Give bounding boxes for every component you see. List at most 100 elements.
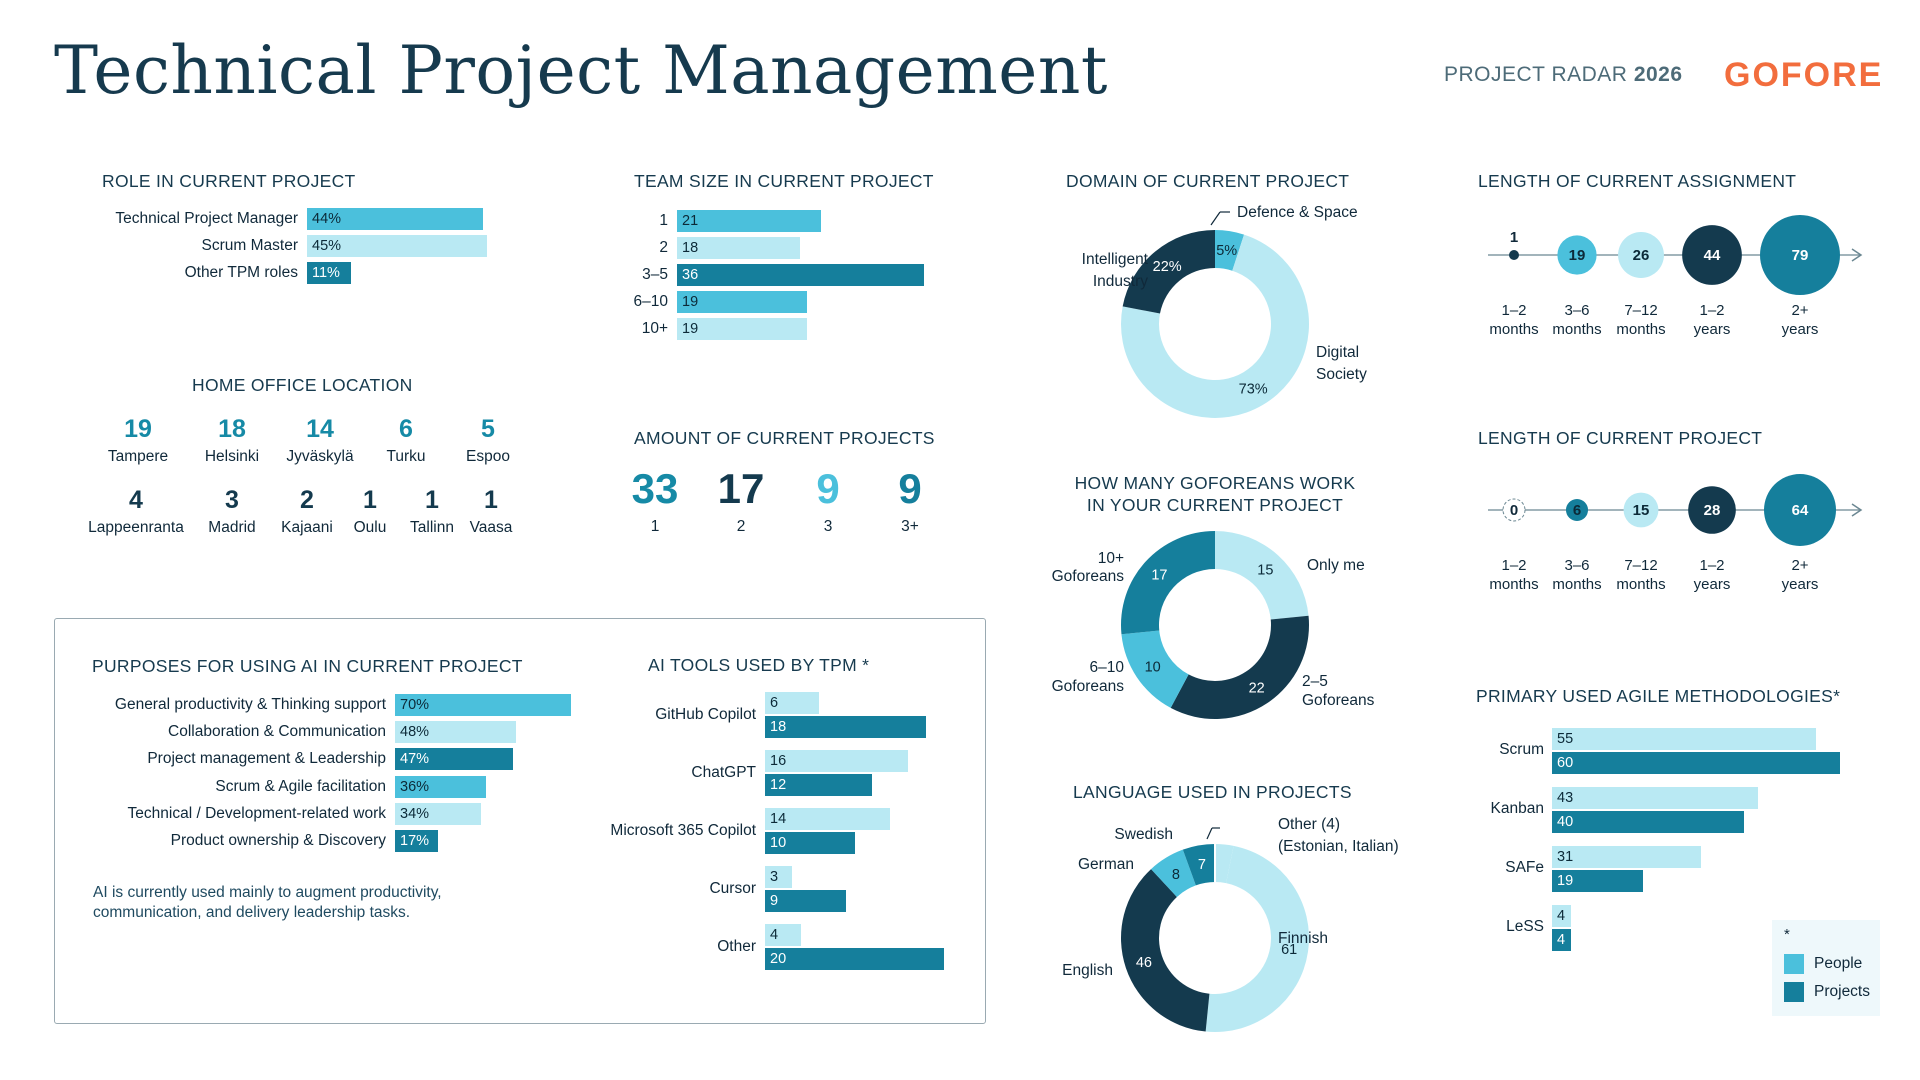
length-value: 64 [1792,502,1809,519]
city-name: Madrid [208,519,256,536]
length-category-label: years [1694,321,1731,338]
assignment-title: LENGTH OF CURRENT ASSIGNMENT [1478,171,1797,191]
label-english: English [1062,962,1113,979]
city-count: 4 [129,486,143,514]
length-value: 19 [1569,247,1586,264]
goforeans-title: HOW MANY GOFOREANS WORK IN YOUR CURRENT … [1030,472,1400,516]
agile-projects-bar: 60 [1552,752,1840,774]
label-6-10-2: Goforeans [1052,678,1125,695]
label-10p-2: Goforeans [1052,568,1125,585]
goforeans-arcs: 15 22 10 17 [1121,531,1309,719]
length-category-label: months [1616,576,1665,593]
6-10-segment [1121,630,1189,708]
defence-value-label: 5% [1216,243,1237,259]
domain-arcs: 5% 73% 22% [1121,230,1309,418]
city-count: 1 [425,486,439,514]
ai-purpose-bar: 70% [395,694,572,716]
10plus-value-label: 17 [1151,568,1167,584]
length-category-label: 2+ [1791,302,1808,319]
goforeans-donut: 15 22 10 17 Only me 2–5 Goforeans 6–10 Gofo… [1052,531,1375,719]
domain-donut: 5% 73% 22% Defence & Space Intelligent Ind… [1082,204,1367,418]
domain-title: DOMAIN OF CURRENT PROJECT [1066,171,1350,191]
only-me-value-label: 15 [1257,562,1273,578]
ai-tool-projects-bar: 18 [765,716,927,738]
amount-label: 1 [650,518,660,535]
ai-tool-projects-bar: 9 [765,890,846,912]
ai-purpose-label: General productivity & Thinking support [114,696,386,713]
radar-prefix: PROJECT RADAR [1444,63,1628,86]
city-name: Turku [386,448,426,465]
language-arcs: 61 46 8 7 [1121,844,1309,1032]
ai-tool-people-bar: 14 [765,808,891,830]
city-count: 1 [484,486,498,514]
legend-people-label: People [1814,955,1863,972]
length-bubble [1682,225,1742,285]
goforeans-title-line2: IN YOUR CURRENT PROJECT [1086,495,1344,515]
role-label: Technical Project Manager [115,210,298,227]
assignment-bubbles: 1 1–2 months 19 3–6 months 26 7–12 months 44 1–2 ye… [1488,215,1863,338]
length-category-label: months [1616,321,1665,338]
city-count: 3 [225,486,239,514]
project-length-title: LENGTH OF CURRENT PROJECT [1478,428,1763,448]
city-name: Tallinn [410,519,454,536]
city-count: 19 [124,415,152,443]
digital-value-label: 73% [1239,382,1268,398]
radar-year: 2026 [1633,63,1683,86]
label-other-1: Other (4) [1278,816,1340,833]
length-bubble [1688,486,1736,534]
agile-label: LeSS [1506,918,1544,935]
length-category-label: months [1489,576,1538,593]
team-size-label: 6–10 [633,293,668,310]
label-defence: Defence & Space [1237,204,1358,221]
amount-label: 3+ [901,518,919,535]
length-bubble [1502,498,1526,522]
ai-purpose-bar: 17% [395,830,438,852]
goforeans-title-line1: HOW MANY GOFOREANS WORK [1074,473,1356,493]
language-title: LANGUAGE USED IN PROJECTS [1073,782,1352,802]
project-radar-label: PROJECT RADAR 2026 [1444,63,1683,87]
length-value: 6 [1573,502,1581,519]
city-name: Lappeenranta [88,519,184,536]
team-size-bar: 21 [677,210,821,232]
city-name: Espoo [466,448,510,465]
ai-tool-projects-bar: 20 [765,948,944,970]
agile-label: Kanban [1490,800,1544,817]
ai-tool-label: ChatGPT [691,764,756,781]
city-name: Vaasa [469,519,513,536]
length-value: 26 [1633,247,1650,264]
agile-legend: * People Projects [1772,920,1880,1016]
team-size-bar: 36 [677,264,924,286]
amount-label: 3 [823,518,833,535]
length-category-label: 2+ [1791,557,1808,574]
length-bubble [1764,474,1836,546]
role-label: Other TPM roles [184,264,298,281]
length-category-label: months [1552,321,1601,338]
ai-tool-label: Other [717,938,756,955]
finnish-value-label: 61 [1281,942,1297,958]
ai-note-line2: communication, and delivery leadership t… [93,904,411,921]
role-label: Scrum Master [201,237,298,254]
ai-purposes-title: PURPOSES FOR USING AI IN CURRENT PROJECT [92,656,523,676]
timeline-arrow-icon [1851,248,1863,262]
legend-asterisk: * [1784,926,1790,943]
ai-tool-label: Microsoft 365 Copilot [610,822,756,839]
length-category-label: years [1782,321,1819,338]
other-segment [1215,844,1234,884]
label-digital-1: Digital [1316,344,1359,361]
length-bubble [1618,232,1664,278]
industry-segment [1122,230,1215,314]
city-count: 2 [300,486,314,514]
length-category-label: months [1489,321,1538,338]
team-size-bar: 19 [677,318,808,340]
length-category-label: 7–12 [1624,302,1657,319]
team-size-label: 2 [659,239,668,256]
length-value: 15 [1633,502,1650,519]
length-value: 44 [1704,247,1721,264]
label-other-2: (Estonian, Italian) [1278,838,1399,855]
label-10p-1: 10+ [1098,550,1124,567]
city-name: Oulu [353,519,387,536]
length-bubble [1509,250,1519,260]
team-size-title: TEAM SIZE IN CURRENT PROJECT [634,171,934,191]
swedish-value-label: 7 [1198,857,1206,873]
length-category-label: 7–12 [1624,557,1657,574]
